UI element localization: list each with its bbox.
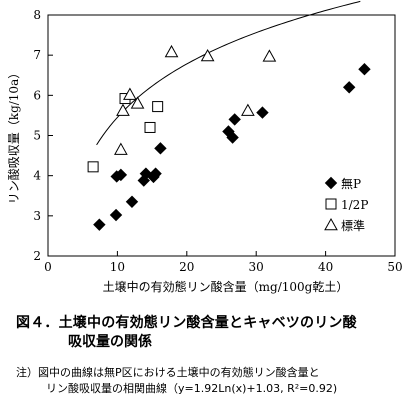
data-point-diamond xyxy=(125,195,139,208)
data-point-triangle xyxy=(241,103,255,116)
legend: 無P 1/2P 標準 xyxy=(319,169,389,235)
x-tick-label: 30 xyxy=(249,260,264,274)
data-point-diamond xyxy=(226,131,239,144)
data-point-diamond xyxy=(154,142,167,155)
y-tick-label: 6 xyxy=(33,88,41,102)
data-point-triangle xyxy=(114,142,128,155)
tick-labels: 0 10 20 30 40 50 2 3 4 5 6 7 8 xyxy=(33,8,402,274)
fit-curve-layer xyxy=(96,0,361,146)
y-tick-label: 5 xyxy=(33,129,41,143)
figure-title: 図４．土壌中の有効態リン酸含量とキャベツのリン酸 xyxy=(16,315,357,331)
figure-title-line2: 吸収量の関係 xyxy=(68,334,152,350)
scatter-chart: 0 10 20 30 40 50 2 3 4 5 6 7 8 無P 1/2P 標準 リン酸吸収量（kg/10… xyxy=(6,0,403,294)
data-point-square xyxy=(87,161,99,173)
data-point-diamond xyxy=(149,167,162,180)
x-axis-label: 土壌中の有効態リン酸含量（mg/100g乾土） xyxy=(103,279,349,294)
data-point-triangle xyxy=(164,44,179,58)
legend-marker xyxy=(324,217,338,231)
data-point-square xyxy=(144,121,156,133)
y-tick-label: 2 xyxy=(33,249,41,263)
data-points xyxy=(87,44,371,231)
data-point-diamond xyxy=(358,63,371,76)
data-point-triangle xyxy=(200,48,215,62)
legend-label: 標準 xyxy=(341,218,365,233)
data-point-triangle xyxy=(262,49,277,62)
data-point-diamond xyxy=(93,218,106,231)
data-point-square xyxy=(152,101,164,113)
data-point-diamond xyxy=(228,113,241,126)
legend-label: 無P xyxy=(341,176,361,191)
y-tick-label: 3 xyxy=(33,209,41,223)
y-tick-label: 4 xyxy=(33,169,41,183)
x-tick-label: 40 xyxy=(318,260,333,274)
data-point-diamond xyxy=(114,168,128,182)
legend-marker xyxy=(324,176,338,190)
data-point-triangle xyxy=(130,96,145,109)
figure-note-line2: リン酸吸収量の相関曲線（y=1.92Ln(x)+1.03, R²=0.92) xyxy=(46,382,338,395)
y-tick-label: 8 xyxy=(33,8,41,22)
data-point-diamond xyxy=(109,208,123,222)
data-point-diamond xyxy=(342,81,356,94)
data-point-diamond xyxy=(256,106,269,119)
x-tick-label: 20 xyxy=(179,260,194,274)
y-axis-label: リン酸吸収量（kg/10a） xyxy=(6,67,21,204)
x-tick-label: 10 xyxy=(110,260,125,274)
legend-marker xyxy=(325,198,337,210)
fit-curve xyxy=(96,0,361,146)
legend-label: 1/2P xyxy=(341,198,368,212)
data-point-triangle xyxy=(116,103,130,116)
data-point-triangle xyxy=(123,87,137,100)
x-tick-label: 0 xyxy=(44,260,52,274)
y-tick-label: 7 xyxy=(33,48,41,62)
x-tick-label: 50 xyxy=(387,260,402,274)
figure-note: 注）図中の曲線は無P区における土壌中の有効態リン酸含量と xyxy=(16,366,320,379)
